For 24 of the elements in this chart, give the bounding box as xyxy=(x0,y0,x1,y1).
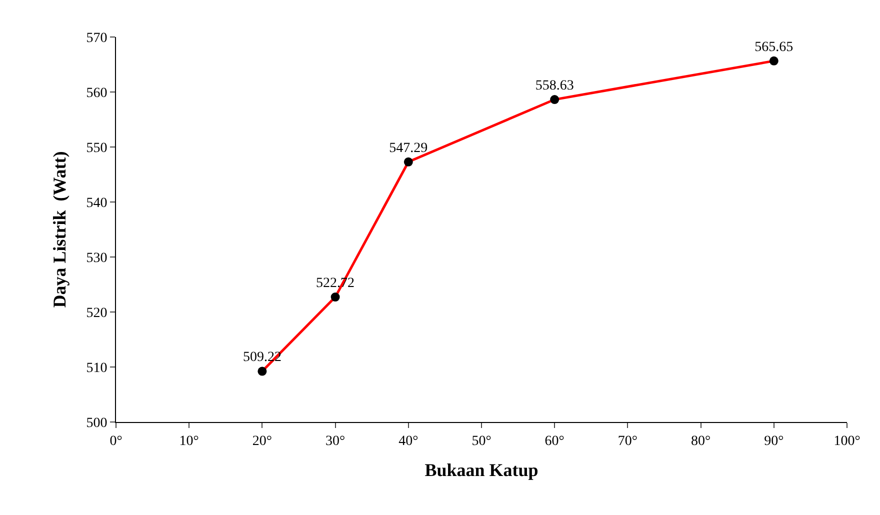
x-axis-title: Bukaan Katup xyxy=(424,460,538,480)
x-tick-label: 100° xyxy=(834,434,860,449)
x-tick-label: 40° xyxy=(398,434,418,449)
x-tick-label: 90° xyxy=(764,434,784,449)
data-label: 558.63 xyxy=(535,78,574,94)
y-tick-label: 520 xyxy=(86,306,108,321)
x-tick-label: 60° xyxy=(544,434,564,449)
y-tick-label: 510 xyxy=(86,360,108,376)
x-tick-label: 30° xyxy=(325,434,346,449)
y-tick-label: 530 xyxy=(86,250,108,266)
y-tick-label: 540 xyxy=(86,196,108,211)
x-tick-label: 70° xyxy=(618,434,638,449)
x-tick-label: 80° xyxy=(690,434,711,449)
y-tick-label: 570 xyxy=(86,30,108,46)
x-tick-label: 20° xyxy=(252,434,272,449)
y-axis-title: Daya Listrik (Watt) xyxy=(49,151,70,308)
y-tick-label: 550 xyxy=(86,140,108,156)
x-tick-label: 10° xyxy=(179,434,199,449)
y-tick-label: 560 xyxy=(86,86,108,101)
x-tick-label: 50° xyxy=(472,434,492,449)
data-label: 547.29 xyxy=(389,140,428,156)
data-label: 565.65 xyxy=(754,40,794,55)
x-tick-label: 0° xyxy=(110,434,122,449)
y-tick-label: 500 xyxy=(86,416,108,431)
